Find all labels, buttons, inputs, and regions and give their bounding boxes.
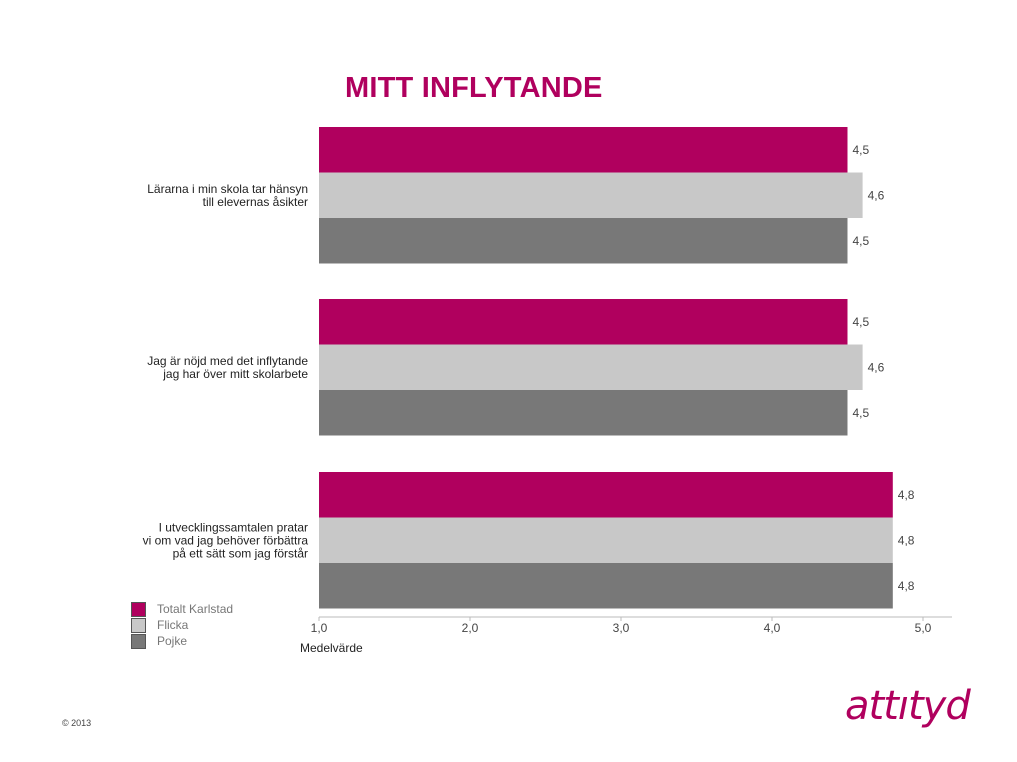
bar (319, 390, 848, 436)
x-tick-label: 4,0 (764, 621, 781, 635)
category-label: Jag är nöjd med det inflytande (147, 354, 308, 368)
legend-swatch (131, 617, 146, 633)
data-label: 4,8 (898, 579, 915, 593)
attityd-logo: attıtyd (845, 683, 971, 729)
x-tick-label: 2,0 (462, 621, 479, 635)
bar (319, 299, 848, 345)
data-label: 4,8 (898, 533, 915, 547)
data-label: 4,8 (898, 488, 915, 502)
category-label: på ett sätt som jag förstår (173, 546, 308, 560)
bar (319, 517, 893, 563)
chart-title: MITT INFLYTANDE (345, 72, 603, 104)
legend-swatch (131, 633, 146, 649)
legend-label: Flicka (157, 618, 189, 632)
category-label: Lärarna i min skola tar hänsyn (147, 182, 308, 196)
data-label: 4,5 (853, 315, 870, 329)
legend-item-flicka: Flicka (131, 617, 233, 633)
bar (319, 563, 893, 609)
bar (319, 472, 893, 518)
bar (319, 218, 848, 264)
x-tick-label: 5,0 (915, 621, 932, 635)
legend-label: Pojke (157, 634, 188, 648)
data-label: 4,6 (868, 188, 885, 202)
x-tick-label: 1,0 (311, 621, 328, 635)
data-label: 4,5 (853, 234, 870, 248)
copyright: © 2013 (62, 718, 92, 728)
data-label: 4,6 (868, 360, 885, 374)
bar (319, 127, 848, 173)
legend-swatch (131, 601, 146, 617)
category-label: till elevernas åsikter (203, 195, 308, 209)
data-label: 4,5 (853, 143, 870, 157)
x-axis-title: Medelvärde (300, 641, 363, 655)
category-label: vi om vad jag behöver förbättra (143, 533, 309, 547)
category-label: I utvecklingssamtalen pratar (159, 520, 308, 534)
legend-label: Totalt Karlstad (157, 602, 234, 616)
legend-item-pojke: Pojke (131, 633, 233, 649)
legend-item-totalt-karlstad: Totalt Karlstad (131, 601, 233, 617)
bar (319, 344, 863, 390)
bar (319, 172, 863, 218)
x-tick-label: 3,0 (613, 621, 630, 635)
data-label: 4,5 (853, 406, 870, 420)
category-label: jag har över mitt skolarbete (162, 367, 308, 381)
legend: Totalt Karlstad Flicka Pojke (131, 601, 233, 649)
